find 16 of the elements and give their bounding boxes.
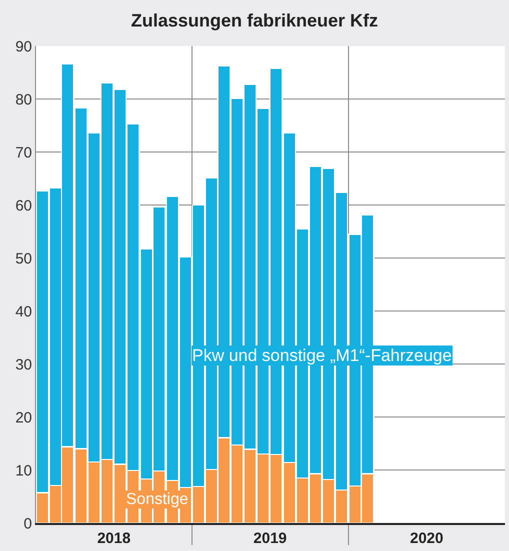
x-tick-label: 2020	[410, 530, 444, 547]
y-tick-label: 70	[15, 144, 32, 162]
y-tick-label: 90	[15, 38, 32, 56]
x-tick-label: 2018	[97, 530, 131, 547]
series-label: Pkw und sonstige „M1“-Fahrzeuge	[192, 346, 452, 365]
y-tick-label: 0	[24, 515, 32, 532]
y-tick-label: 60	[15, 197, 32, 214]
chart-title: Zulassungen fabrikneuer Kfz	[130, 10, 378, 30]
x-tick-label: 2019	[253, 530, 287, 547]
y-tick-label: 30	[15, 356, 32, 374]
y-tick-label: 80	[15, 91, 32, 108]
y-tick-label: 40	[15, 303, 32, 320]
series-label: Sonstige	[126, 491, 188, 508]
y-tick-label: 10	[15, 462, 32, 480]
y-tick-label: 50	[15, 250, 32, 268]
y-tick-label: 20	[15, 409, 32, 426]
